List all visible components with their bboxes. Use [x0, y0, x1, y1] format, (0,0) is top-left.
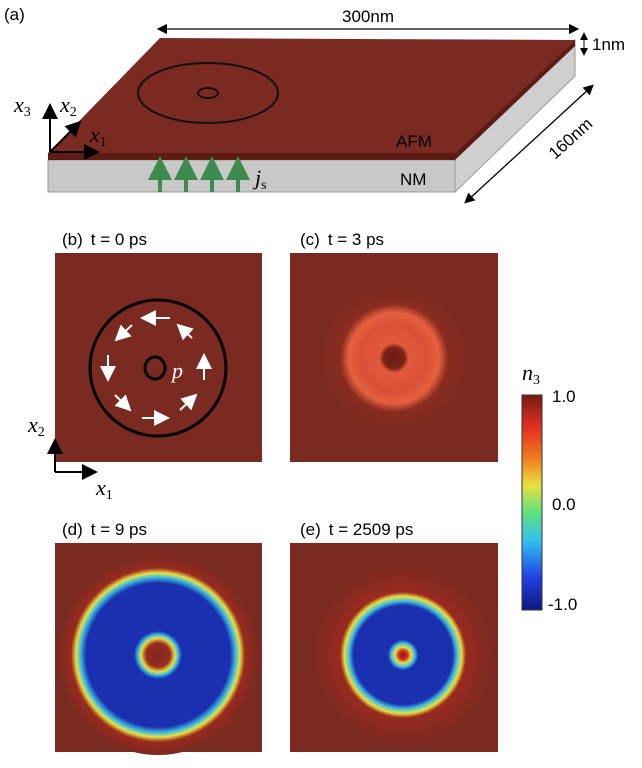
axis-label: x3: [13, 92, 31, 120]
colorbar-title: n3: [522, 360, 540, 388]
colorbar-tick: -1.0: [548, 595, 577, 614]
panel-label: (d) t = 9 ps: [62, 520, 147, 539]
panel-label: (a): [4, 5, 25, 24]
axes-b: [47, 438, 98, 480]
panel-e-texture: [313, 565, 493, 745]
skyrmion-outer: [137, 62, 279, 124]
polarization-label: p: [170, 358, 183, 383]
afm-top: [48, 38, 575, 153]
nm-layer: [47, 159, 456, 193]
depth-arrow: [464, 84, 594, 204]
colorbar: [521, 394, 543, 611]
width-label: 300nm: [342, 7, 394, 26]
panel-label: (b) t = 0 ps: [62, 230, 147, 249]
axes-a: [42, 103, 100, 160]
afm-label: AFM: [396, 132, 432, 151]
axis-label: x1: [95, 475, 113, 503]
axis-label: x1: [89, 122, 107, 150]
axis-label: x2: [59, 92, 77, 120]
nm-label: NM: [400, 170, 426, 189]
axis-label: x2: [27, 412, 45, 440]
panel-d-texture: [58, 555, 258, 755]
panel-label: (e) t = 2509 ps: [300, 520, 413, 539]
current-label: js: [252, 165, 267, 193]
thickness-label: 1nm: [592, 35, 625, 54]
panel-label: (c) t = 3 ps: [300, 230, 384, 249]
colorbar-tick: 1.0: [552, 387, 576, 406]
skyrmion-inner: [197, 87, 219, 99]
spin-arrows: [100, 310, 212, 426]
skyrmion-outer: [88, 298, 228, 438]
panel-c-texture: [319, 283, 469, 433]
colorbar-tick: 0.0: [552, 495, 576, 514]
skyrmion-inner: [143, 355, 167, 381]
current-arrows: [148, 156, 250, 192]
